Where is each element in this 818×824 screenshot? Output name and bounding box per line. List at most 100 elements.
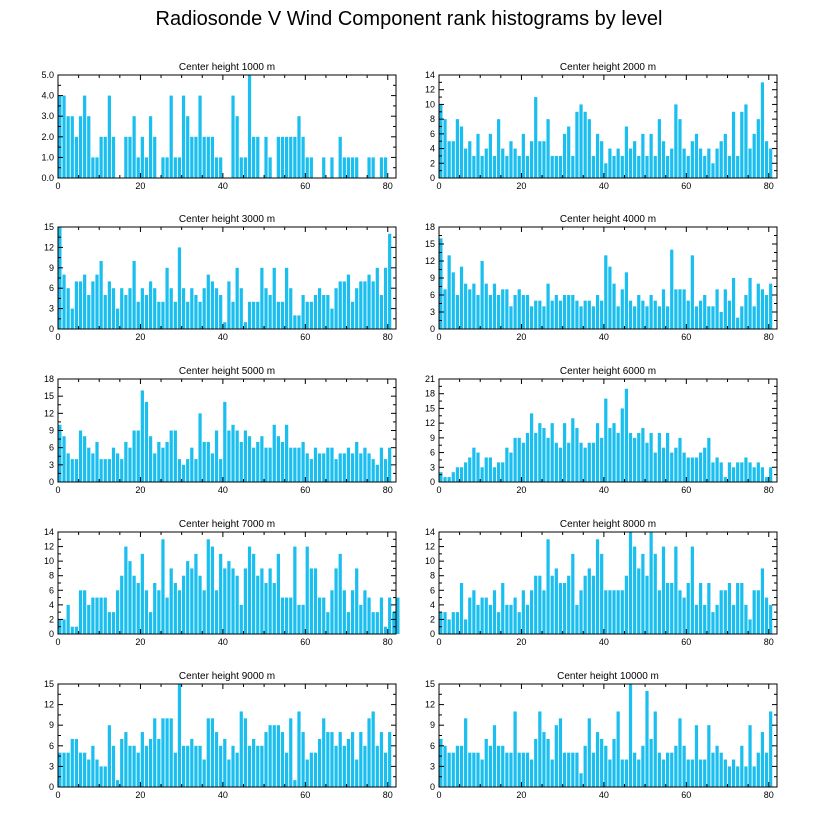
histogram-bar — [698, 583, 703, 634]
histogram-bar — [686, 457, 690, 482]
histogram-bar — [330, 590, 334, 634]
histogram-bar — [186, 561, 190, 634]
histogram-bar — [740, 111, 744, 178]
histogram-bar — [534, 97, 538, 178]
histogram-bar — [484, 148, 488, 178]
histogram-bar — [74, 626, 79, 634]
histogram-bar — [313, 568, 318, 634]
histogram-bar — [128, 561, 132, 634]
histogram-bar — [727, 300, 732, 329]
histogram-bar — [707, 306, 711, 329]
y-tick-label: 6 — [430, 741, 435, 751]
histogram-bar — [641, 300, 645, 329]
histogram-bar — [330, 308, 334, 329]
panel-3: Center height 3000 m 0 20 40 60 80 0 3 6 9 12 15 — [44, 214, 397, 342]
histogram-bar — [575, 752, 579, 787]
y-tick-label: 12 — [44, 700, 54, 710]
histogram-bar — [198, 575, 202, 634]
histogram-bar — [661, 447, 666, 482]
histogram-bar — [66, 288, 70, 329]
histogram-bar — [128, 136, 132, 178]
histogram-bar — [513, 711, 517, 787]
histogram-bar — [317, 453, 322, 482]
histogram-bar — [571, 155, 575, 178]
y-tick-label: 10 — [44, 556, 54, 566]
y-tick-label: 15 — [425, 403, 435, 413]
histogram-bar — [231, 95, 235, 178]
histogram-bar — [517, 752, 521, 787]
histogram-bar — [239, 604, 243, 634]
histogram-bar — [480, 261, 484, 329]
histogram-bar — [342, 590, 346, 634]
histogram-bar — [198, 301, 202, 329]
histogram-bar — [309, 301, 313, 329]
histogram-bar — [443, 745, 447, 787]
x-tick-label: 0 — [436, 332, 441, 342]
histogram-bar — [181, 575, 186, 634]
panel-9: Center height 9000 m 0 20 40 60 80 0 3 6 9 12 15 — [44, 671, 397, 800]
histogram-bar — [305, 453, 309, 482]
histogram-bar — [256, 301, 260, 329]
histogram-bar — [379, 732, 384, 787]
y-tick-label: 18 — [425, 389, 435, 399]
x-tick-label: 60 — [681, 181, 691, 191]
histogram-bar — [301, 295, 305, 329]
histogram-bar — [107, 459, 111, 482]
x-tick-label: 20 — [135, 181, 145, 191]
histogram-bar — [472, 590, 476, 634]
histogram-bar — [707, 725, 711, 787]
histogram-bar — [289, 718, 293, 787]
histogram-bar — [74, 738, 79, 787]
histogram-bar — [616, 306, 620, 329]
histogram-bar — [363, 281, 367, 329]
histogram-bar — [715, 604, 719, 634]
histogram-bar — [124, 546, 128, 634]
histogram-bar — [703, 759, 707, 787]
histogram-bar — [161, 301, 165, 329]
histogram-bar — [628, 148, 633, 178]
histogram-bar — [723, 477, 727, 482]
histogram-bar — [309, 157, 313, 178]
histogram-bar — [247, 745, 252, 787]
histogram-bar — [355, 157, 359, 178]
histogram-bar — [396, 597, 400, 634]
histogram-bar — [235, 116, 239, 178]
histogram-bar — [371, 711, 375, 787]
histogram-bar — [600, 738, 604, 787]
histogram-bar — [194, 553, 198, 634]
y-tick-label: 0 — [430, 782, 435, 792]
histogram-bar — [346, 274, 351, 329]
histogram-bar — [231, 745, 235, 787]
histogram-bar — [210, 453, 215, 482]
histogram-bar — [480, 467, 484, 482]
histogram-bar — [525, 155, 530, 178]
histogram-bar — [165, 718, 169, 787]
y-tick-label: 12 — [44, 242, 54, 252]
histogram-bar — [550, 575, 554, 634]
histogram-bar — [169, 568, 173, 634]
histogram-bar — [769, 148, 773, 178]
histogram-bar — [74, 136, 79, 178]
x-tick-label: 80 — [764, 485, 774, 495]
histogram-bar — [322, 453, 326, 482]
histogram-bar — [256, 745, 260, 787]
y-tick-label: 0 — [49, 477, 54, 487]
y-tick-label: 21 — [425, 374, 435, 384]
histogram-bar — [326, 612, 330, 634]
x-tick-label: 60 — [300, 485, 310, 495]
histogram-bar — [276, 436, 280, 482]
histogram-bar — [153, 288, 157, 329]
histogram-bar — [538, 300, 542, 329]
histogram-bar — [165, 597, 169, 634]
histogram-bar — [649, 738, 653, 787]
histogram-bar — [686, 583, 690, 634]
histogram-bar — [525, 432, 530, 482]
histogram-bar — [707, 437, 711, 482]
histogram-bar — [505, 447, 509, 482]
histogram-bar — [554, 568, 558, 634]
histogram-bar — [620, 155, 624, 178]
histogram-bar — [554, 725, 558, 787]
histogram-bar — [694, 133, 699, 178]
histogram-bar — [727, 462, 732, 482]
histogram-bar — [338, 732, 342, 787]
